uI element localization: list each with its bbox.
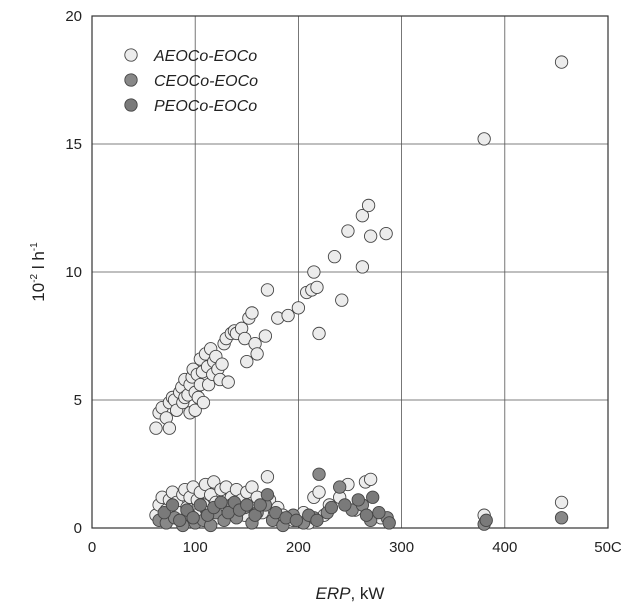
y-tick-label: 15: [65, 136, 82, 153]
data-point: [379, 226, 393, 241]
x-tick-label: 100: [183, 539, 208, 556]
x-tick-label: 200: [286, 539, 311, 556]
data-point: [366, 490, 380, 504]
data-point: [162, 421, 177, 435]
data-point: [327, 249, 342, 264]
data-point: [310, 280, 324, 295]
y-tick-label: 0: [74, 520, 82, 537]
y-axis-title-exponent: -2: [29, 273, 40, 282]
data-point: [260, 283, 275, 297]
data-point: [324, 500, 339, 515]
data-point: [165, 498, 180, 512]
grid-lines: [92, 16, 608, 528]
y-tick-label: 5: [74, 392, 82, 409]
y-tick-label: 10: [65, 264, 82, 281]
legend-label: CEOCo-EOCo: [154, 73, 258, 90]
data-point: [312, 326, 326, 341]
data-point: [240, 498, 254, 512]
data-point: [359, 508, 374, 522]
data-point: [355, 260, 370, 274]
data-point: [240, 354, 254, 369]
data-point: [310, 513, 324, 527]
x-tick-label: 50C: [594, 539, 622, 556]
series-AEOCo-EOCo: [149, 55, 569, 530]
data-point: [554, 495, 569, 510]
data-point: [554, 511, 569, 525]
data-point: [333, 480, 347, 494]
data-point: [196, 395, 211, 410]
legend: AEOCo-EOCo CEOCo-EOCo PEOCo-EOCo: [124, 48, 258, 115]
data-point: [258, 329, 273, 343]
data-point: [341, 224, 355, 238]
data-point: [193, 498, 208, 512]
y-axis-title-base: 10: [29, 283, 48, 302]
data-point: [253, 498, 267, 512]
data-point: [215, 357, 229, 371]
data-point: [479, 513, 493, 527]
data-point: [214, 495, 228, 510]
data-point: [157, 505, 171, 520]
data-point: [312, 467, 326, 481]
data-point: [221, 375, 235, 389]
y-tick-label: 20: [65, 8, 82, 25]
data-point: [351, 493, 365, 507]
y-axis-title-unit-exponent: -1: [29, 242, 40, 251]
y-axis-tick-labels: 0 5 10 15 20: [65, 8, 82, 537]
data-point: [173, 513, 187, 527]
data-point: [307, 265, 321, 279]
data-point: [186, 511, 200, 525]
data-point: [355, 209, 370, 223]
legend-label: PEOCo-EOCo: [154, 98, 257, 115]
data-point: [477, 132, 491, 146]
data-point: [312, 485, 326, 499]
data-point: [361, 198, 376, 213]
data-points: [149, 55, 569, 533]
legend-marker: [124, 73, 138, 87]
data-point: [291, 301, 306, 315]
data-point: [382, 516, 396, 530]
data-point: [363, 472, 378, 487]
data-point: [245, 306, 259, 320]
data-point: [338, 498, 352, 512]
x-tick-label: 0: [88, 539, 96, 556]
data-point: [335, 293, 349, 307]
data-point: [372, 505, 386, 520]
plot-area-frame: [91, 15, 609, 529]
data-point: [554, 55, 569, 69]
x-tick-label: 400: [492, 539, 517, 556]
x-axis-title-unit: , kW: [350, 584, 384, 603]
data-point: [250, 347, 264, 361]
x-axis-tick-labels: 0 100 200 300 400 50C: [88, 539, 622, 556]
y-axis-title-unit: l h: [29, 251, 48, 274]
data-point: [260, 488, 275, 502]
data-point: [188, 403, 202, 417]
series-PEOCo-EOCo: [157, 488, 493, 530]
x-axis-title-italic: ERP: [316, 584, 352, 603]
legend-label: AEOCo-EOCo: [153, 48, 257, 65]
y-axis-title: 10-2 l h-1: [29, 242, 48, 302]
data-point: [260, 470, 275, 484]
data-point: [281, 308, 295, 323]
data-point: [363, 229, 378, 243]
data-point: [149, 421, 163, 435]
x-axis-title: ERP, kW: [316, 584, 385, 603]
legend-marker: [124, 98, 138, 112]
legend-marker: [124, 48, 138, 62]
data-point: [289, 513, 303, 527]
x-tick-label: 300: [389, 539, 414, 556]
